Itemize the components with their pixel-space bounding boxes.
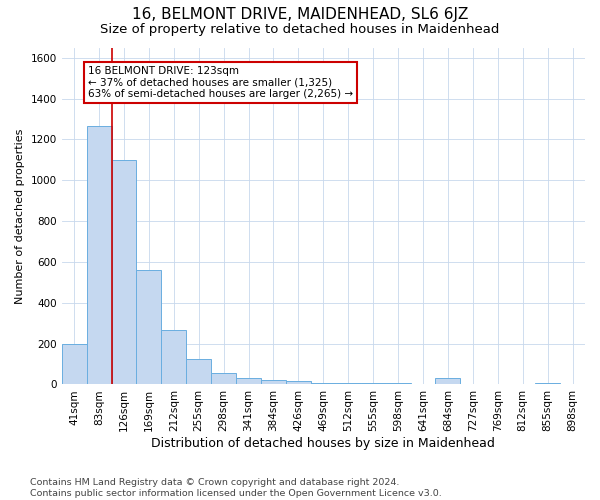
Bar (86, 126, 112, 384)
Text: 16, BELMONT DRIVE, MAIDENHEAD, SL6 6JZ: 16, BELMONT DRIVE, MAIDENHEAD, SL6 6JZ (132, 8, 468, 22)
Bar (112, 160, 136, 384)
Bar (62, 344, 86, 384)
Bar (211, 373, 236, 384)
Y-axis label: Number of detached properties: Number of detached properties (15, 128, 25, 304)
Text: Size of property relative to detached houses in Maidenhead: Size of property relative to detached ho… (100, 22, 500, 36)
Text: Contains HM Land Registry data © Crown copyright and database right 2024.
Contai: Contains HM Land Registry data © Crown c… (30, 478, 442, 498)
Bar (186, 359, 211, 384)
Bar (161, 330, 186, 384)
Bar (136, 270, 161, 384)
X-axis label: Distribution of detached houses by size in Maidenhead: Distribution of detached houses by size … (151, 437, 495, 450)
Bar (436, 378, 460, 384)
Bar (261, 380, 286, 384)
Bar (236, 378, 261, 384)
Bar (286, 382, 311, 384)
Text: 16 BELMONT DRIVE: 123sqm
← 37% of detached houses are smaller (1,325)
63% of sem: 16 BELMONT DRIVE: 123sqm ← 37% of detach… (88, 66, 353, 99)
